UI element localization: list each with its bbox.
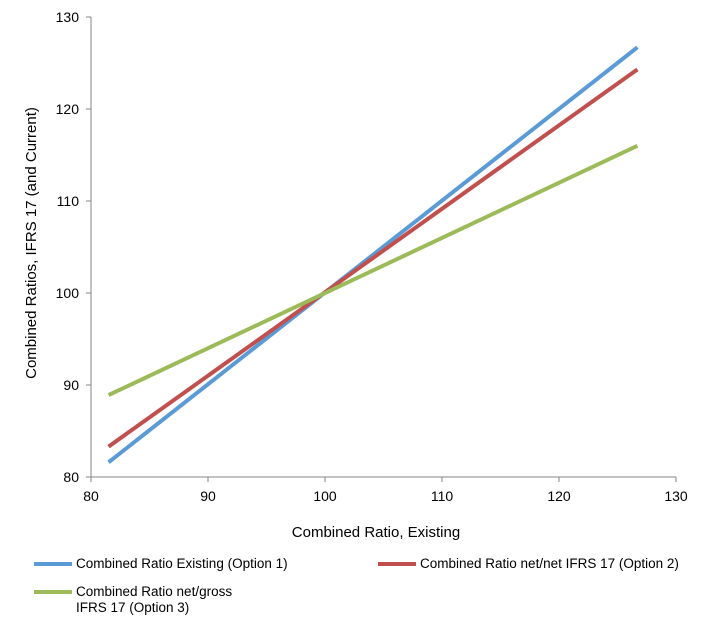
y-ticks: 80 90 100 110 120 130 (56, 9, 91, 485)
y-axis-title: Combined Ratios, IFRS 17 (and Current) (23, 107, 40, 379)
y-tick-label: 90 (63, 377, 79, 393)
y-tick-label: 110 (57, 193, 80, 209)
series-line-option-1 (107, 45, 639, 464)
x-tick-label: 110 (431, 488, 454, 504)
series-line-option-3 (107, 143, 639, 397)
x-ticks: 80 90 100 110 120 130 (83, 477, 688, 504)
axes (90, 17, 676, 478)
series-lines (107, 45, 639, 464)
x-tick-label: 100 (313, 488, 337, 504)
x-tick-label: 120 (547, 488, 571, 504)
x-tick-label: 130 (664, 488, 688, 504)
y-tick-label: 100 (56, 285, 80, 301)
x-tick-label: 90 (200, 488, 216, 504)
y-tick-label: 130 (56, 9, 80, 25)
y-tick-label: 120 (56, 101, 80, 117)
x-axis-title: Combined Ratio, Existing (292, 524, 460, 541)
x-tick-label: 80 (83, 488, 99, 504)
series-line-option-2 (107, 67, 639, 449)
y-tick-label: 80 (63, 469, 79, 485)
